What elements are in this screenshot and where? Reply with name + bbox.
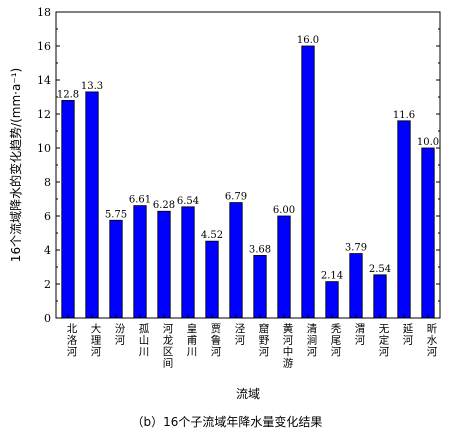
category-label: 河龙区间 xyxy=(163,323,174,370)
category-label: 延河 xyxy=(403,323,414,347)
bar-value-label: 6.54 xyxy=(177,196,199,207)
category-labels-group: 北洛河 大理河 汾河 孤山川 河龙区间 皇甫川 贾鲁河 泾河 窟野河 黄河中游 清涧河 秃尾河 渭河无定… xyxy=(67,322,438,370)
bar xyxy=(253,255,267,319)
bar xyxy=(421,147,435,319)
bar-value-label: 2.14 xyxy=(321,271,343,282)
bar-value-label: 6.79 xyxy=(225,192,247,203)
category-label: 大理河 xyxy=(91,322,102,358)
bar xyxy=(61,100,75,319)
bar-value-label: 10.0 xyxy=(417,137,439,148)
bar-value-label: 4.52 xyxy=(201,230,223,241)
bar xyxy=(133,205,147,319)
bar-value-label: 16.0 xyxy=(297,35,319,46)
category-label: 皇甫川 xyxy=(187,322,198,358)
bar-value-label: 3.79 xyxy=(345,243,367,254)
y-tick-label: 4 xyxy=(44,244,51,257)
bar xyxy=(85,91,99,319)
bar-value-label: 6.28 xyxy=(153,200,175,211)
y-tick-label: 18 xyxy=(37,6,51,19)
bar xyxy=(229,202,243,319)
bar xyxy=(277,215,291,319)
y-tick-label: 14 xyxy=(37,74,51,87)
category-label: 昕水河 xyxy=(427,323,438,358)
category-label: 清涧河 xyxy=(307,322,318,358)
bar-value-label: 11.6 xyxy=(393,110,415,121)
y-tick-label: 0 xyxy=(44,312,51,325)
category-label: 北洛河 xyxy=(67,323,78,358)
y-tick-label: 6 xyxy=(44,210,51,223)
x-axis-ticks xyxy=(67,314,429,318)
bar xyxy=(325,281,339,319)
category-label: 黄河中游 xyxy=(283,322,294,370)
y-tick-label: 10 xyxy=(37,142,51,155)
y-tick-label: 8 xyxy=(44,176,51,189)
category-label: 贾鲁河 xyxy=(211,323,222,358)
bar-value-label: 5.75 xyxy=(105,209,127,220)
bar xyxy=(397,120,411,319)
bar xyxy=(373,274,387,319)
bars-group xyxy=(61,45,435,319)
bar-value-label: 2.54 xyxy=(369,264,391,275)
category-label: 窟野河 xyxy=(259,322,270,358)
y-tick-label: 16 xyxy=(37,40,51,53)
category-label: 泾河 xyxy=(235,322,246,347)
y-axis-ticks: 0 2 4 6 8 10 12 14 16 18 xyxy=(37,6,440,325)
figure-caption: （b）16个子流域年降水量变化结果 xyxy=(131,415,323,429)
bar-value-label: 6.00 xyxy=(273,205,295,216)
category-label: 秃尾河 xyxy=(331,323,342,358)
bar-value-label: 6.61 xyxy=(129,195,151,206)
category-label: 渭河 xyxy=(355,323,366,347)
bar-value-label: 13.3 xyxy=(81,81,103,92)
bar xyxy=(301,45,315,319)
bar xyxy=(157,210,171,319)
category-label: 孤山川 xyxy=(139,323,150,358)
bar xyxy=(349,253,363,319)
y-tick-label: 12 xyxy=(37,108,51,121)
category-label: 无定河 xyxy=(379,323,390,358)
bar xyxy=(109,219,123,319)
x-axis-title: 流域 xyxy=(236,387,260,401)
y-tick-label: 2 xyxy=(44,278,51,291)
category-label: 汾河 xyxy=(115,323,126,347)
bar-value-label: 12.8 xyxy=(57,89,79,100)
bar xyxy=(205,240,219,319)
value-labels-group: 12.813.3 5.756.616.28 6.54 4.52 6.79 3.68 6.00… xyxy=(57,35,439,282)
bar-value-label: 3.68 xyxy=(249,244,271,255)
y-axis-title: 16个流域降水的变化趋势/(mm·a⁻¹) xyxy=(8,68,23,262)
bar xyxy=(181,206,195,319)
